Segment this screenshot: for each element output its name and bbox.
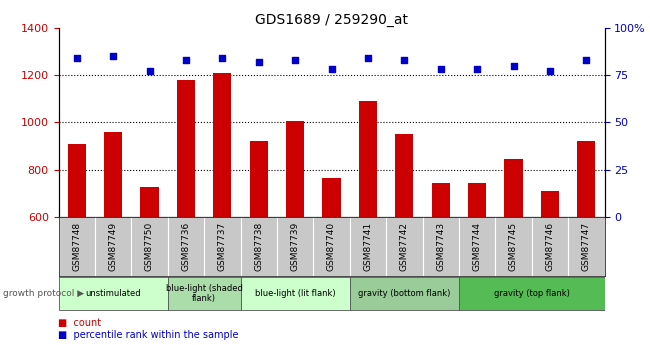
Text: ■  percentile rank within the sample: ■ percentile rank within the sample bbox=[58, 331, 239, 340]
Text: GSM87748: GSM87748 bbox=[72, 222, 81, 271]
Bar bbox=[322, 177, 341, 217]
Point bbox=[508, 63, 519, 68]
Text: ■  count: ■ count bbox=[58, 318, 101, 327]
Point bbox=[254, 59, 264, 65]
Text: GSM87742: GSM87742 bbox=[400, 222, 409, 271]
Text: blue-light (lit flank): blue-light (lit flank) bbox=[255, 289, 335, 298]
Text: growth protocol ▶: growth protocol ▶ bbox=[3, 289, 84, 298]
Bar bbox=[177, 80, 195, 217]
Point bbox=[363, 55, 373, 61]
FancyBboxPatch shape bbox=[240, 277, 350, 310]
Bar bbox=[213, 73, 231, 217]
Bar bbox=[140, 187, 159, 217]
Point bbox=[545, 68, 555, 74]
Point bbox=[581, 57, 592, 62]
Bar bbox=[250, 141, 268, 217]
Text: GSM87747: GSM87747 bbox=[582, 222, 591, 271]
Text: GSM87737: GSM87737 bbox=[218, 222, 227, 271]
Text: GSM87749: GSM87749 bbox=[109, 222, 118, 271]
Point bbox=[326, 67, 337, 72]
FancyBboxPatch shape bbox=[58, 277, 168, 310]
Text: GSM87739: GSM87739 bbox=[291, 222, 300, 271]
Text: GSM87750: GSM87750 bbox=[145, 222, 154, 271]
Bar bbox=[504, 159, 523, 217]
Point bbox=[181, 57, 191, 62]
Text: GSM87741: GSM87741 bbox=[363, 222, 372, 271]
Text: GSM87746: GSM87746 bbox=[545, 222, 554, 271]
Text: GSM87745: GSM87745 bbox=[509, 222, 518, 271]
Text: GSM87740: GSM87740 bbox=[327, 222, 336, 271]
Title: GDS1689 / 259290_at: GDS1689 / 259290_at bbox=[255, 12, 408, 27]
Text: gravity (top flank): gravity (top flank) bbox=[494, 289, 569, 298]
Point bbox=[217, 55, 228, 61]
Bar bbox=[577, 141, 595, 217]
FancyBboxPatch shape bbox=[459, 277, 604, 310]
Point bbox=[72, 55, 82, 61]
Bar bbox=[68, 144, 86, 217]
Text: gravity (bottom flank): gravity (bottom flank) bbox=[358, 289, 450, 298]
Bar bbox=[104, 132, 122, 217]
Text: GSM87744: GSM87744 bbox=[473, 222, 482, 271]
Point bbox=[472, 67, 482, 72]
Point bbox=[108, 53, 118, 59]
Point bbox=[144, 68, 155, 74]
FancyBboxPatch shape bbox=[168, 277, 240, 310]
Bar bbox=[286, 121, 304, 217]
Text: GSM87738: GSM87738 bbox=[254, 222, 263, 271]
Point bbox=[290, 57, 300, 62]
Bar bbox=[359, 101, 377, 217]
Point bbox=[436, 67, 446, 72]
Bar bbox=[432, 183, 450, 217]
Bar bbox=[541, 191, 559, 217]
Bar bbox=[468, 183, 486, 217]
Bar bbox=[395, 134, 413, 217]
Point bbox=[399, 57, 410, 62]
Text: unstimulated: unstimulated bbox=[85, 289, 141, 298]
Text: GSM87743: GSM87743 bbox=[436, 222, 445, 271]
Text: GSM87736: GSM87736 bbox=[181, 222, 190, 271]
Text: blue-light (shaded
flank): blue-light (shaded flank) bbox=[166, 284, 242, 303]
FancyBboxPatch shape bbox=[350, 277, 459, 310]
